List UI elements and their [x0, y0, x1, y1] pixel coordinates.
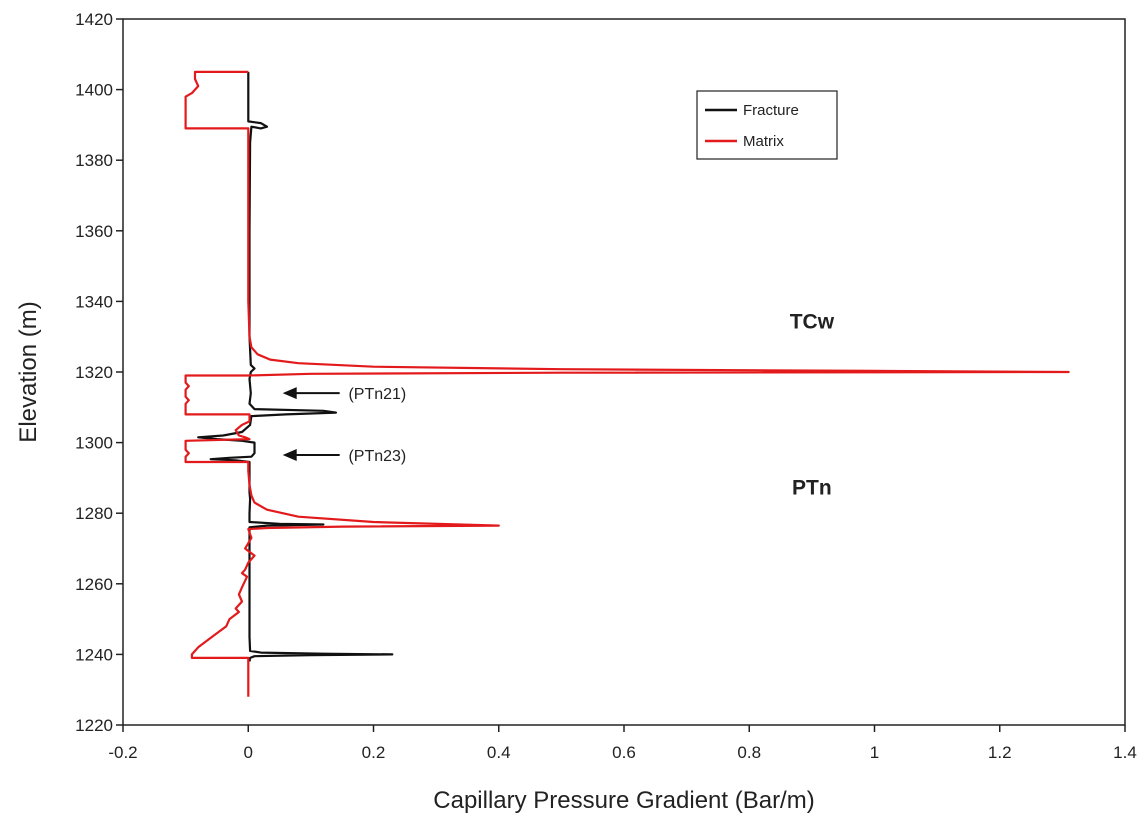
x-tick-label: 0.8 [737, 743, 761, 762]
y-tick-label: 1260 [75, 575, 113, 594]
y-axis-title: Elevation (m) [15, 301, 42, 442]
x-tick-label: 0.4 [487, 743, 511, 762]
y-tick-label: 1240 [75, 645, 113, 664]
region-label-ptn: PTn [792, 476, 832, 499]
y-tick-label: 1380 [75, 151, 113, 170]
legend-box [696, 90, 838, 160]
y-tick-label: 1340 [75, 292, 113, 311]
x-axis-title: Capillary Pressure Gradient (Bar/m) [433, 787, 814, 814]
series-line-matrix [184, 70, 1070, 697]
annotation-label: (PTn23) [348, 448, 406, 465]
y-tick-label: 1280 [75, 504, 113, 523]
arrow-head [282, 387, 297, 400]
y-tick-label: 1300 [75, 434, 113, 453]
annotations: TCw PTn (PTn21) (PTn23) [282, 311, 835, 499]
arrow-head [282, 448, 297, 461]
axes: -0.2 0 0.2 0.4 0.6 0.8 1 1.2 1.4 1220 1240 1260 1280… [15, 10, 1137, 814]
plot-area [184, 70, 1070, 697]
x-tick-label: 1.2 [988, 743, 1012, 762]
x-tick-label: 0.2 [362, 743, 386, 762]
x-tick-label: 0 [244, 743, 253, 762]
legend-label-fracture: Fracture [743, 102, 799, 119]
region-label-tcw: TCw [790, 311, 835, 334]
x-tick-label: -0.2 [108, 743, 137, 762]
legend-label-matrix: Matrix [743, 133, 784, 150]
x-tick-label: 1 [870, 743, 879, 762]
y-tick-label: 1220 [75, 716, 113, 735]
legend: Fracture Matrix [696, 90, 838, 160]
series-line-fracture [197, 71, 394, 662]
y-tick-label: 1320 [75, 363, 113, 382]
y-tick-label: 1400 [75, 81, 113, 100]
y-tick-label: 1420 [75, 10, 113, 29]
y-tick-label: 1360 [75, 222, 113, 241]
annotation-label: (PTn21) [348, 386, 406, 403]
x-tick-label: 1.4 [1113, 743, 1137, 762]
x-tick-label: 0.6 [612, 743, 636, 762]
